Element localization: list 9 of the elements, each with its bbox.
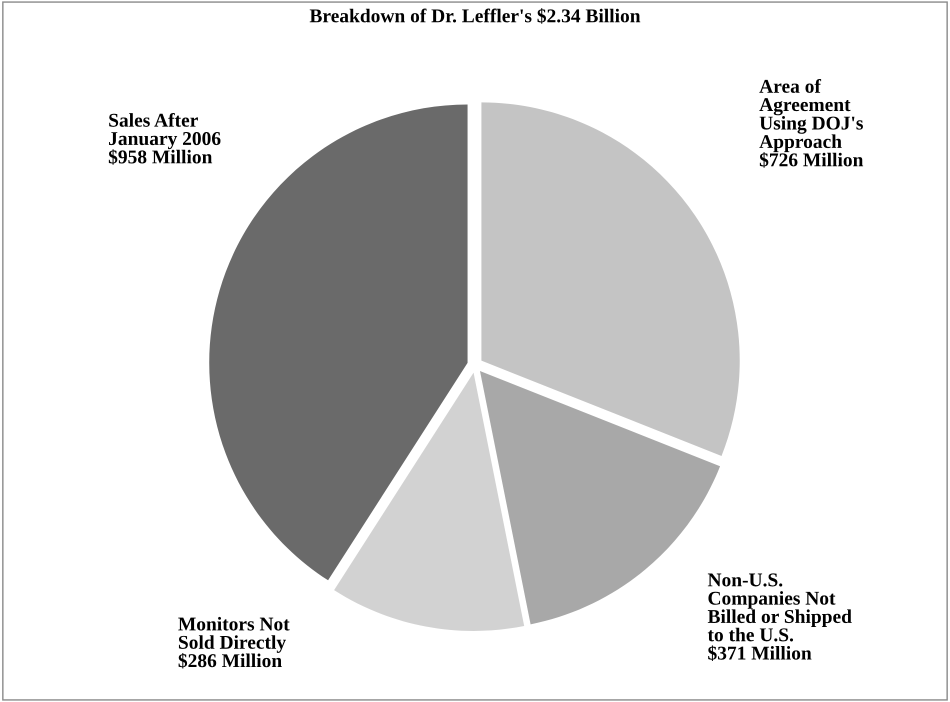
chart-title: Breakdown of Dr. Leffler's $2.34 Billion (310, 8, 640, 24)
slice-label: Sales After January 2006 (109, 112, 220, 150)
slice-label: Monitors Not Sold Directly (178, 616, 290, 653)
data-label: $286 Million (178, 652, 282, 669)
data-label: $958 Million (108, 149, 212, 165)
slice-label: Non-U.S. Companies Not Billed or Shipped to the U.S. (708, 573, 852, 642)
data-label: $726 Million (760, 152, 864, 168)
slice-label: Area of Agreement Using DOJ's Approach (759, 79, 863, 152)
data-label: $371 Million (708, 645, 812, 661)
